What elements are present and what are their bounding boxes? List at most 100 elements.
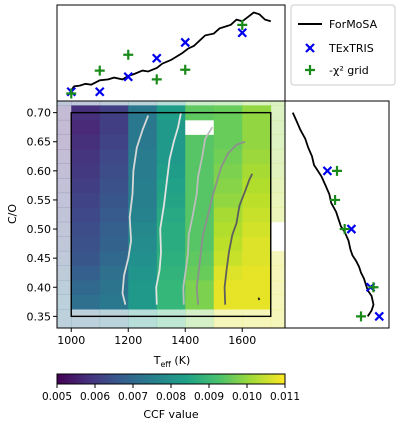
heatmap-cell xyxy=(213,178,243,194)
y-tick-label: 0.60 xyxy=(27,165,52,178)
contour-lines xyxy=(121,112,261,305)
heatmap-cell xyxy=(128,279,158,295)
heatmap-cell xyxy=(156,250,186,266)
colorbar-tick-label: 0.005 xyxy=(42,391,72,403)
heatmap-cell xyxy=(270,105,286,121)
heatmap-cell xyxy=(156,149,186,164)
heatmap-cell xyxy=(242,119,272,135)
heatmap-cell xyxy=(213,119,243,135)
heatmap-cell xyxy=(213,149,243,164)
heatmap-cell xyxy=(71,178,101,194)
heatmap-cell xyxy=(71,265,101,281)
legend-entry-textris: TExTRIS xyxy=(305,42,374,55)
heatmap-cell xyxy=(242,294,272,310)
top-marginal-frame xyxy=(56,4,286,102)
y-tick-label: 0.40 xyxy=(27,281,52,294)
plus-marker-swatch xyxy=(305,65,315,75)
heatmap-cell xyxy=(128,163,158,179)
heatmap-cell xyxy=(270,309,286,329)
contour-line xyxy=(223,173,254,305)
heatmap-cell xyxy=(270,134,286,150)
colorbar-tick-label: 0.011 xyxy=(270,391,300,403)
heatmap-cell xyxy=(71,309,101,329)
heatmap-cell xyxy=(242,221,272,237)
heatmap-cell xyxy=(213,279,243,295)
y-tick-label: 0.55 xyxy=(27,194,52,207)
top-marginal-series xyxy=(66,11,272,99)
plus-marker xyxy=(66,88,77,99)
y-tick-label: 0.45 xyxy=(27,252,52,265)
y-axis-label: C/O xyxy=(6,204,19,224)
heatmap-cell xyxy=(185,309,215,329)
heatmap-cell xyxy=(270,192,286,208)
heatmap-cells xyxy=(57,101,286,329)
heatmap-cell xyxy=(57,309,72,329)
grid-boundary-box xyxy=(70,111,272,318)
heatmap-cell xyxy=(270,236,286,252)
heatmap-cell xyxy=(213,207,243,223)
heatmap-cell xyxy=(156,134,186,150)
x-marker xyxy=(94,86,105,97)
plus-marker xyxy=(151,74,162,85)
heatmap-cell xyxy=(57,178,72,194)
contour-line xyxy=(121,115,150,305)
colorbar-gradient xyxy=(56,373,286,385)
heatmap-cell xyxy=(71,221,101,237)
heatmap-cell xyxy=(213,309,243,329)
heatmap-cell xyxy=(185,149,215,164)
heatmap-cell xyxy=(270,101,286,106)
colorbar-tick-label: 0.010 xyxy=(232,391,262,403)
heatmap-cell xyxy=(71,279,101,295)
y-tick-label: 0.70 xyxy=(27,107,52,120)
plus-marker xyxy=(180,64,191,75)
heatmap-cell xyxy=(156,163,186,179)
heatmap-cell xyxy=(242,149,272,164)
heatmap-cell xyxy=(57,207,72,223)
heatmap-cell xyxy=(128,207,158,223)
colorbar-label: CCF value xyxy=(143,408,198,421)
main-panel: 1000 1200 1400 1600 0.35 0.40 0.45 0.50 0.55 0.6… xyxy=(6,100,286,369)
x-marker xyxy=(374,311,385,322)
heatmap-cell xyxy=(156,192,186,208)
heatmap-cell xyxy=(270,250,286,266)
heatmap-cell xyxy=(128,265,158,281)
heatmap-cell xyxy=(242,309,272,329)
heatmap-cell xyxy=(128,236,158,252)
heatmap-cell xyxy=(242,163,272,179)
plus-marker xyxy=(339,224,350,235)
heatmap-cell xyxy=(99,178,129,194)
heatmap-cell xyxy=(270,163,286,179)
heatmap-cell xyxy=(185,236,215,252)
heatmap-cell xyxy=(128,178,158,194)
x-marker xyxy=(151,53,162,64)
plus-marker xyxy=(94,65,105,76)
heatmap-cell xyxy=(185,119,215,135)
x-axis-label: Teff (K) xyxy=(153,354,190,369)
heatmap-cell xyxy=(71,236,101,252)
heatmap-cell xyxy=(242,279,272,295)
heatmap-cell xyxy=(242,236,272,252)
heatmap-cell xyxy=(185,265,215,281)
heatmap-cell xyxy=(185,134,215,150)
heatmap-cell xyxy=(156,279,186,295)
x-tick-label: 1600 xyxy=(228,334,256,347)
heatmap-cell xyxy=(71,192,101,208)
x-tick-label: 1400 xyxy=(171,334,199,347)
heatmap-cell xyxy=(270,294,286,310)
heatmap-cell xyxy=(71,207,101,223)
heatmap-cell xyxy=(156,294,186,310)
heatmap-cell xyxy=(57,149,72,164)
plus-marker xyxy=(332,165,342,176)
colorbar-tick-label: 0.007 xyxy=(118,391,148,403)
colorbar: 0.005 0.006 0.007 0.008 0.009 0.010 0.011 CCF … xyxy=(42,373,300,421)
heatmap-cell xyxy=(242,134,272,150)
heatmap-cell xyxy=(185,101,215,106)
heatmap-cell xyxy=(213,134,243,150)
heatmap-cell xyxy=(57,105,72,121)
colorbar-tick-label: 0.006 xyxy=(80,391,110,403)
heatmap-cell xyxy=(57,163,72,179)
heatmap-cell xyxy=(242,101,272,106)
heatmap-cell xyxy=(57,221,72,237)
plus-marker xyxy=(237,19,248,30)
